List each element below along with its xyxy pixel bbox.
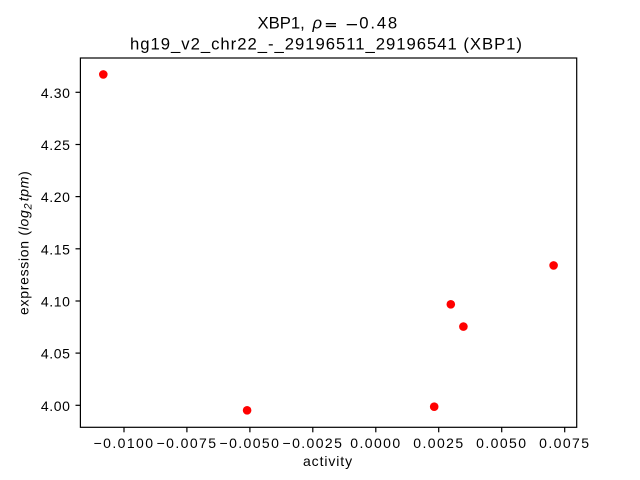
svg-text:0.0025: 0.0025 [413,435,464,451]
svg-text:0.0050: 0.0050 [476,435,527,451]
svg-text:4.20: 4.20 [41,189,71,205]
svg-text:4.25: 4.25 [41,137,71,153]
svg-text:4.30: 4.30 [41,85,71,101]
svg-text:−0.0025: −0.0025 [283,435,344,451]
svg-text:activity: activity [303,453,353,469]
svg-text:4.00: 4.00 [41,398,71,414]
svg-text:−0.0075: −0.0075 [157,435,218,451]
svg-text:0.48: 0.48 [359,13,399,32]
svg-text:expression (log2tpm): expression (log2tpm) [16,170,35,315]
svg-text:0.0075: 0.0075 [539,435,590,451]
svg-text:4.15: 4.15 [41,241,71,257]
svg-text:4.05: 4.05 [41,346,71,362]
svg-text:XBP1, ρ: XBP1, ρ [258,13,323,32]
svg-text:0.0000: 0.0000 [350,435,401,451]
svg-text:−0.0100: −0.0100 [94,435,155,451]
svg-text:4.10: 4.10 [41,294,71,310]
svg-text:−0.0050: −0.0050 [220,435,281,451]
svg-text:hg19_v2_chr22_-_29196511_29196: hg19_v2_chr22_-_29196511_29196541 (XBP1) [130,35,523,54]
